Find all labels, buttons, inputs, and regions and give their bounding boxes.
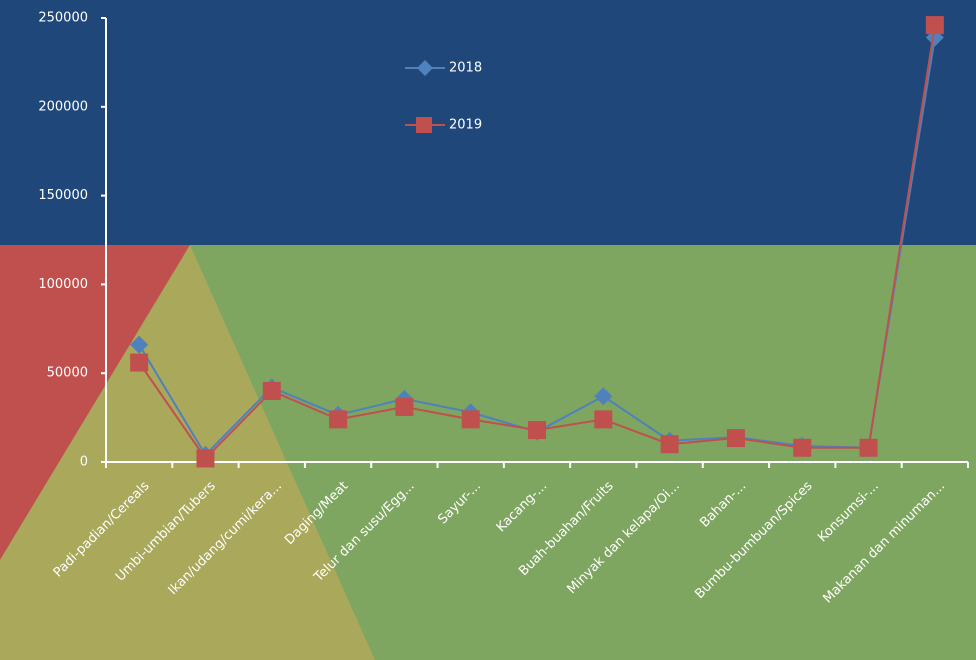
y-tick-label: 100000	[38, 277, 88, 292]
y-tick-label: 0	[80, 455, 88, 470]
point	[726, 429, 745, 448]
y-tick-label: 250000	[38, 11, 88, 26]
background-top	[0, 0, 976, 245]
point	[660, 435, 679, 454]
y-tick-label: 150000	[38, 188, 88, 203]
point	[262, 381, 281, 400]
point	[130, 335, 149, 354]
point	[925, 16, 944, 35]
y-tick-label: 50000	[47, 366, 88, 381]
point	[793, 438, 812, 457]
point	[395, 397, 414, 416]
point	[594, 387, 613, 406]
point	[461, 410, 480, 429]
point	[130, 353, 149, 372]
legend-label: 2019	[449, 118, 482, 133]
point	[196, 449, 215, 468]
y-tick-label: 200000	[38, 99, 88, 114]
legend-marker	[416, 117, 432, 133]
point	[528, 421, 546, 440]
point	[594, 410, 613, 429]
point	[859, 438, 878, 457]
background-olive	[0, 245, 375, 660]
legend-marker	[417, 60, 433, 76]
point	[329, 410, 348, 429]
legend-label: 2018	[449, 61, 482, 76]
